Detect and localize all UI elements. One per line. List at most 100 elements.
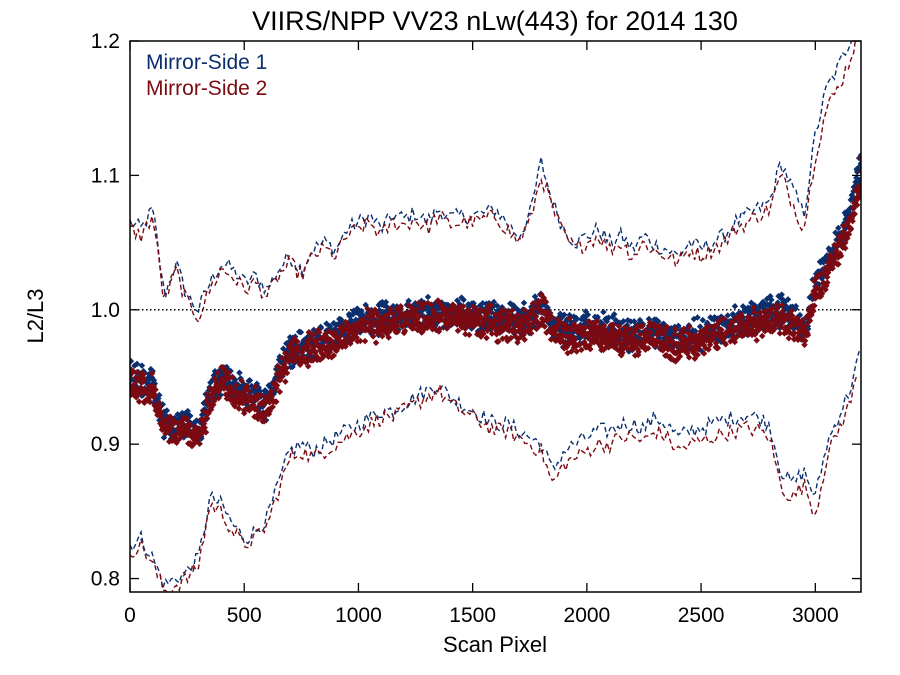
series-2-point [315,329,323,336]
series-2-point [566,315,573,322]
series-2-point [357,337,364,345]
series-2-point [791,329,798,337]
series-2-point [779,308,786,315]
series-2-point [394,322,401,330]
series-1-point [856,176,861,184]
series-2-point [304,362,312,370]
series-1-point [594,313,601,321]
scatter-points [130,151,861,450]
series-2-point [676,353,684,360]
series-2-point [353,329,360,337]
series-2-point [465,331,473,339]
series-2-point [799,316,806,324]
series-2-point [454,327,462,335]
series-2-point [140,371,147,378]
series-2-point [519,323,526,331]
series-2-point [305,341,313,348]
series-2-point [260,417,268,425]
series-1-point [138,362,146,369]
series-2-point [449,301,457,308]
series-1-point [236,369,243,377]
series-2-lower-band-line [130,375,860,592]
legend: Mirror-Side 1 Mirror-Side 2 [146,51,267,100]
series-2-point [498,312,506,320]
series-2-point [766,311,773,319]
series-2-point [146,398,154,406]
series-2-point [412,306,420,313]
series-2-point [368,314,376,321]
series-1-point [133,360,141,368]
series-2-point [491,317,499,325]
series-2-point [705,323,712,330]
series-1-point [326,322,334,330]
series-2-point [758,332,766,340]
series-2-point [313,337,320,345]
series-2-point [465,306,473,314]
series-2-point [253,395,261,403]
x-tick-label: 1500 [449,604,496,627]
series-2-point [530,305,537,313]
series-2-point [529,300,537,307]
series-2-point [238,377,245,384]
series-2-point [343,340,350,347]
x-tick-label: 500 [227,604,262,627]
y-tick-label: 0.8 [91,568,120,591]
x-tick-label: 2000 [564,604,611,627]
series-1-point [297,329,305,336]
series-2-point [379,333,386,340]
series-2-point [793,315,801,322]
series-2-point [187,421,194,429]
x-tick-label: 0 [124,604,136,627]
series-2-point [214,369,222,377]
series-2-point [578,346,585,354]
series-2-point [737,314,745,321]
legend-item-series-1: Mirror-Side 1 [146,51,267,74]
series-2-point [729,318,737,325]
series-2-point [282,378,289,385]
series-2-point [732,334,740,342]
series-2-point [268,388,275,395]
series-1-point [696,323,704,330]
series-2-point [521,306,528,314]
series-1-point [130,357,135,365]
x-tick-label: 3000 [792,604,839,627]
series-2-point [460,303,467,310]
series-2-point [276,388,284,396]
series-2-point [148,370,156,377]
series-2-point [157,413,165,420]
series-2-point [243,393,251,401]
series-2-point [647,328,654,336]
series-2-point [283,369,291,377]
series-2-point [401,327,409,335]
series-2-point [785,335,793,342]
series-2-point [134,369,141,376]
series-2-point [709,334,717,342]
series-1-point [405,297,412,305]
series-2-point [135,398,143,405]
series-2-point [722,341,729,348]
series-2-point [447,311,454,319]
series-2-point [600,322,608,329]
series-2-point [488,330,496,337]
series-2-point [576,341,583,349]
series-2-point [204,390,211,398]
series-2-upper-band-line [130,41,856,324]
series-2-point [396,315,403,323]
series-2-point [428,301,435,308]
y-tick-label: 0.9 [91,433,120,456]
series-2-point [258,392,265,399]
series-2-point [385,334,392,341]
series-2-point [294,338,301,345]
series-2-point [412,309,420,317]
series-2-point [330,352,338,359]
series-1-upper-band-line [130,41,853,314]
series-2-point [801,337,809,345]
series-2-point [663,323,671,331]
series-2-point [196,440,203,447]
series-2-point [228,374,236,381]
series-2-point [137,384,145,391]
series-2-point [269,403,276,411]
series-1-point [699,316,707,324]
series-2-point [235,405,243,412]
